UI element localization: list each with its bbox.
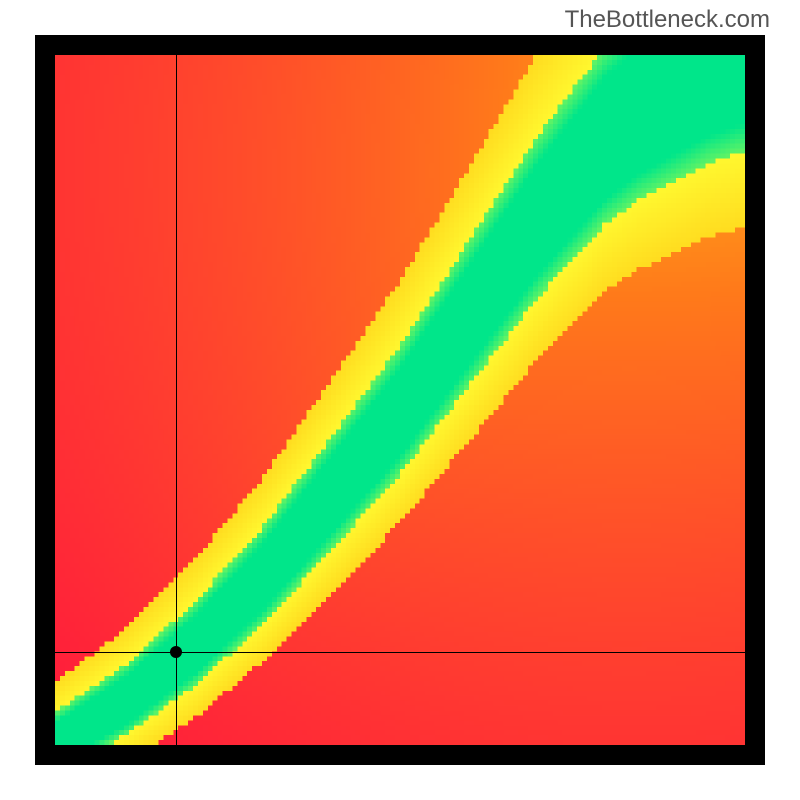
heatmap-area <box>55 55 745 745</box>
crosshair-vertical <box>176 55 177 745</box>
watermark-text: TheBottleneck.com <box>565 6 770 34</box>
chart-frame <box>35 35 765 765</box>
crosshair-horizontal <box>55 652 745 653</box>
heatmap-canvas <box>55 55 745 745</box>
crosshair-marker <box>170 646 182 658</box>
